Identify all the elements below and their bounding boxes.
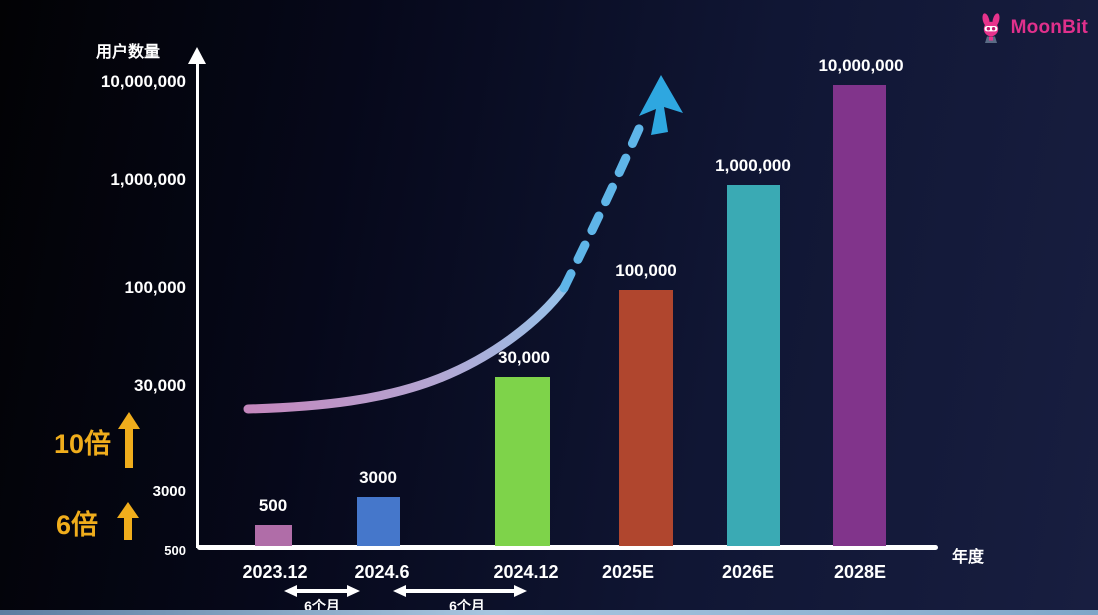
x-tick-2024-12: 2024.12 [493, 562, 559, 582]
x-axis-title: 年度 [952, 549, 985, 566]
x-tick-2024-6: 2024.6 [354, 562, 410, 582]
bar-2023-12 [255, 525, 292, 546]
x-tick-2028e: 2028E [833, 562, 887, 582]
y-tick-500: 500 [164, 543, 186, 558]
y-axis-title: 用户数量 [96, 44, 161, 61]
x-tick-2023-12: 2023.12 [242, 562, 308, 582]
bar-2024-6 [357, 497, 400, 546]
y-tick-1000000: 1,000,000 [110, 170, 186, 189]
trend-arrowhead-icon [639, 75, 683, 135]
bar-2028e [833, 85, 886, 546]
interval-arrow-1-icon [284, 585, 360, 597]
value-label-30000: 30,000 [498, 348, 550, 367]
rabbit-icon [982, 13, 1000, 43]
value-label-1000000: 1,000,000 [715, 156, 791, 175]
x-tick-2026e: 2026E [721, 562, 775, 582]
bar-2026e [727, 185, 780, 546]
y-axis-arrowhead-icon [188, 47, 206, 64]
y-tick-30000: 30,000 [134, 376, 186, 395]
value-label-500: 500 [258, 496, 288, 515]
growth-annotation-10x: 10倍 [54, 429, 112, 459]
bottom-accent-strip [0, 610, 1098, 615]
y-tick-100000: 100,000 [124, 278, 186, 297]
value-label-100000: 100,000 [615, 261, 677, 280]
gold-up-arrow-6x-icon [117, 502, 139, 540]
gold-up-arrow-10x-icon [118, 412, 140, 468]
brand-logo: MoonBit [976, 13, 1088, 43]
bar-2024-12 [495, 377, 550, 546]
bar-2025e [619, 290, 673, 546]
interval-arrow-2-icon [393, 585, 527, 597]
y-axis-line [196, 62, 199, 548]
y-tick-3000: 3000 [152, 483, 186, 500]
value-label-3000: 3000 [359, 468, 397, 487]
brand-name: MoonBit [1010, 17, 1088, 38]
y-tick-10000000: 10,000,000 [100, 72, 186, 91]
x-axis-line [197, 545, 938, 550]
value-label-10000000: 10,000,000 [818, 56, 904, 75]
x-tick-2025e: 2025E [601, 562, 655, 582]
growth-annotation-6x: 6倍 [56, 510, 99, 540]
